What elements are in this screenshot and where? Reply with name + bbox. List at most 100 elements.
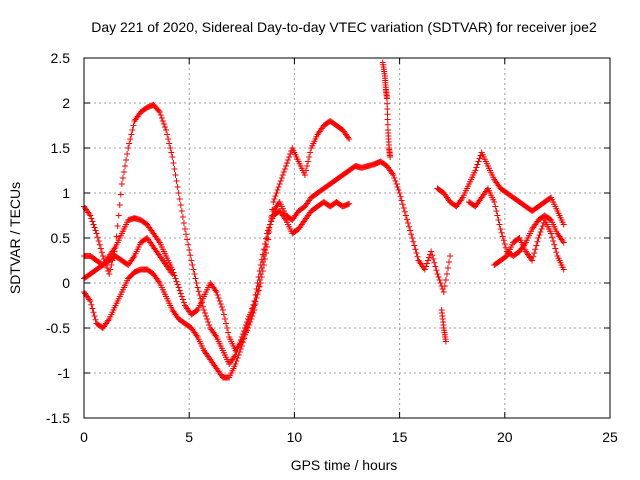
data-point [223, 320, 230, 327]
data-point [405, 220, 412, 226]
data-point [97, 245, 104, 252]
data-point [538, 226, 545, 232]
data-point [271, 196, 278, 202]
data-point [164, 131, 171, 138]
data-point [180, 220, 187, 226]
data-point [384, 111, 391, 118]
data-point [473, 164, 480, 171]
data-point [95, 238, 102, 244]
y-tick-label: 1.5 [51, 140, 71, 156]
data-point [302, 167, 309, 174]
data-point [178, 293, 185, 300]
data-point [307, 149, 314, 156]
data-point [384, 121, 391, 128]
data-point [256, 283, 263, 290]
data-point [93, 230, 100, 237]
data-point [118, 181, 125, 187]
data-point [560, 266, 567, 273]
data-point [400, 205, 407, 211]
data-point [431, 259, 438, 266]
data-point [494, 212, 501, 219]
data-point [285, 157, 292, 163]
data-point [238, 343, 245, 349]
data-point [273, 190, 280, 196]
data-point [194, 284, 201, 291]
data-point [90, 221, 97, 228]
data-point [496, 221, 503, 228]
data-point [539, 223, 546, 229]
data-point [186, 247, 193, 253]
plot-frame [83, 57, 611, 419]
data-point [495, 217, 502, 223]
data-point [216, 298, 223, 304]
data-point [409, 235, 416, 241]
data-point [89, 305, 96, 312]
data-point [394, 184, 401, 190]
data-point [265, 227, 272, 234]
data-point [203, 313, 210, 319]
data-point [413, 250, 420, 256]
data-point [169, 154, 176, 160]
data-point [270, 199, 277, 205]
data-point [550, 238, 557, 244]
data-point [246, 316, 253, 323]
data-point [201, 310, 208, 316]
data-point [174, 281, 181, 288]
data-point [187, 252, 194, 259]
data-point [276, 181, 283, 187]
data-point [537, 229, 544, 235]
data-point [286, 154, 293, 160]
data-point [440, 289, 447, 295]
data-point [206, 322, 213, 328]
data-point [384, 106, 391, 112]
data-point [305, 158, 312, 165]
data-point [278, 175, 285, 181]
data-point [170, 160, 177, 166]
data-point [126, 140, 133, 147]
series-track-g [491, 217, 567, 273]
data-point [301, 172, 308, 178]
data-point [306, 154, 313, 160]
data-point [125, 145, 132, 151]
data-point [442, 338, 449, 345]
data-point [437, 280, 444, 286]
data-point [94, 234, 101, 241]
axis-ticks: 0 5 10 15 20 25 -1.5 -1 -0.5 0 0.5 1 1.5 2 2.5 [46, 50, 618, 445]
data-point [398, 197, 405, 204]
x-tick-label: 5 [185, 429, 193, 445]
data-point [549, 234, 556, 241]
data-point [196, 292, 203, 298]
data-point [178, 208, 185, 214]
data-point [258, 256, 265, 263]
data-point [548, 230, 555, 237]
data-point [166, 140, 173, 147]
data-point [248, 309, 255, 316]
data-point [502, 244, 509, 251]
data-point [183, 231, 190, 238]
data-point [168, 149, 175, 156]
data-point [114, 223, 121, 229]
data-point [224, 325, 231, 331]
data-point [491, 199, 498, 205]
data-point [392, 178, 399, 184]
data-point [191, 271, 198, 277]
data-point [551, 241, 558, 248]
data-point [346, 136, 353, 142]
series-track-f [466, 185, 567, 259]
data-point [552, 245, 559, 252]
data-point [430, 256, 437, 262]
data-point [268, 218, 275, 225]
data-point [428, 248, 435, 255]
data-point [99, 253, 106, 259]
data-point [498, 229, 505, 236]
data-point [205, 319, 212, 325]
data-point [189, 262, 196, 268]
data-point [176, 287, 183, 294]
data-point [247, 313, 254, 319]
data-point [266, 224, 273, 231]
data-point [195, 288, 202, 295]
data-point [217, 301, 224, 307]
data-point [399, 201, 406, 208]
data-point [533, 242, 540, 249]
data-point [232, 361, 239, 367]
